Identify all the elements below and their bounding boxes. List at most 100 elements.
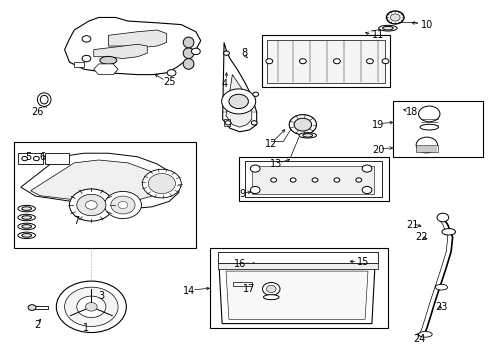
- Text: 4: 4: [222, 78, 227, 89]
- Circle shape: [288, 114, 316, 135]
- Circle shape: [64, 287, 118, 327]
- Ellipse shape: [302, 134, 312, 137]
- Text: 16: 16: [233, 259, 245, 269]
- Polygon shape: [74, 62, 84, 67]
- Ellipse shape: [18, 232, 35, 239]
- Text: 5: 5: [25, 152, 31, 162]
- Ellipse shape: [18, 214, 35, 221]
- Polygon shape: [30, 160, 164, 203]
- Text: 26: 26: [32, 107, 44, 117]
- Circle shape: [148, 174, 175, 194]
- Text: 19: 19: [371, 120, 384, 130]
- Ellipse shape: [183, 59, 194, 69]
- Text: 12: 12: [264, 139, 277, 149]
- Bar: [415, 145, 437, 153]
- Circle shape: [436, 213, 448, 222]
- Circle shape: [311, 178, 317, 182]
- Text: 11: 11: [371, 30, 384, 40]
- Text: 22: 22: [415, 232, 427, 242]
- Circle shape: [33, 157, 39, 161]
- Circle shape: [252, 92, 258, 96]
- Circle shape: [82, 36, 91, 42]
- Circle shape: [333, 59, 340, 64]
- Ellipse shape: [40, 95, 48, 104]
- Polygon shape: [225, 271, 367, 319]
- Circle shape: [250, 165, 260, 172]
- Text: 17: 17: [243, 284, 255, 294]
- Bar: [210, 248, 387, 328]
- Polygon shape: [224, 119, 229, 126]
- Text: 15: 15: [357, 257, 369, 267]
- Text: 2: 2: [35, 320, 41, 330]
- Ellipse shape: [434, 284, 447, 290]
- Ellipse shape: [18, 205, 35, 212]
- Polygon shape: [219, 269, 374, 324]
- Polygon shape: [232, 282, 251, 286]
- Circle shape: [22, 157, 28, 161]
- Circle shape: [85, 201, 97, 209]
- Bar: [392, 102, 482, 157]
- Circle shape: [250, 186, 260, 194]
- Ellipse shape: [418, 332, 431, 337]
- Circle shape: [167, 69, 176, 76]
- Circle shape: [56, 281, 126, 333]
- Ellipse shape: [22, 207, 31, 210]
- Ellipse shape: [183, 48, 194, 59]
- Text: 24: 24: [412, 334, 425, 344]
- Text: 13: 13: [269, 159, 282, 169]
- Circle shape: [251, 121, 257, 125]
- Text: 8: 8: [241, 48, 247, 58]
- Circle shape: [85, 302, 97, 311]
- Circle shape: [333, 178, 339, 182]
- Ellipse shape: [263, 295, 279, 300]
- Polygon shape: [222, 42, 256, 132]
- Circle shape: [386, 11, 403, 24]
- Circle shape: [299, 59, 305, 64]
- Ellipse shape: [419, 124, 438, 130]
- Circle shape: [228, 94, 248, 109]
- Circle shape: [418, 106, 439, 122]
- Ellipse shape: [37, 93, 51, 107]
- Circle shape: [223, 51, 229, 55]
- Text: 7: 7: [74, 216, 80, 226]
- Ellipse shape: [378, 25, 396, 31]
- Text: 25: 25: [163, 77, 175, 87]
- Text: 21: 21: [405, 220, 418, 230]
- Polygon shape: [94, 44, 147, 59]
- Ellipse shape: [382, 26, 392, 30]
- Ellipse shape: [100, 57, 117, 64]
- Circle shape: [293, 118, 311, 131]
- Text: 23: 23: [434, 302, 447, 312]
- Circle shape: [265, 59, 272, 64]
- Polygon shape: [30, 306, 47, 309]
- Circle shape: [362, 165, 371, 172]
- Circle shape: [104, 192, 141, 219]
- Text: 3: 3: [98, 291, 104, 301]
- Bar: [261, 35, 389, 87]
- Circle shape: [69, 189, 113, 221]
- Ellipse shape: [22, 225, 31, 228]
- Circle shape: [355, 178, 361, 182]
- Ellipse shape: [441, 229, 455, 235]
- Circle shape: [77, 194, 106, 216]
- Circle shape: [362, 186, 371, 194]
- Text: 20: 20: [371, 145, 384, 155]
- Polygon shape: [64, 18, 201, 75]
- Circle shape: [270, 178, 276, 182]
- Polygon shape: [21, 153, 179, 208]
- Circle shape: [118, 202, 127, 208]
- Text: 10: 10: [420, 19, 432, 30]
- Bar: [238, 157, 388, 202]
- Circle shape: [289, 178, 295, 182]
- Circle shape: [224, 121, 230, 125]
- Ellipse shape: [18, 223, 35, 230]
- Circle shape: [266, 285, 276, 293]
- Circle shape: [262, 283, 280, 296]
- Polygon shape: [45, 153, 69, 164]
- Polygon shape: [217, 263, 377, 269]
- Bar: [251, 166, 373, 194]
- Circle shape: [221, 89, 255, 114]
- Polygon shape: [108, 30, 166, 48]
- Text: 14: 14: [182, 286, 194, 296]
- Text: 1: 1: [83, 323, 89, 333]
